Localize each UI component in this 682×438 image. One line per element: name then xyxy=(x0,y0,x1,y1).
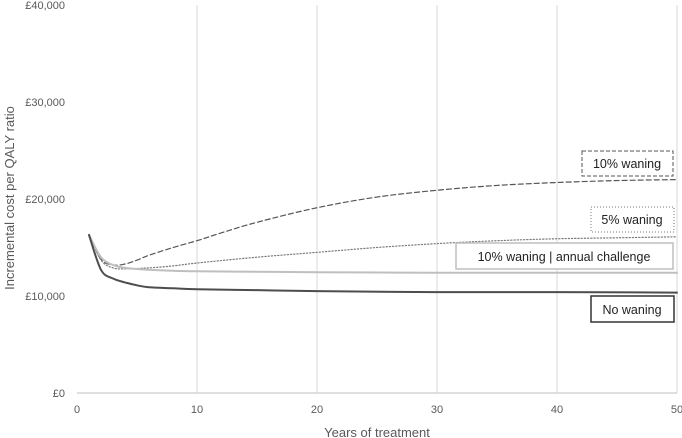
x-tick-label: 0 xyxy=(74,404,80,416)
series-line-10-waning xyxy=(88,179,678,266)
x-tick-label: 30 xyxy=(431,404,443,416)
y-tick-label: £40,000 xyxy=(25,0,65,12)
series-line-10-waning-annual-challenge xyxy=(88,233,678,274)
y-tick-label: £0 xyxy=(53,388,65,400)
label-10pct-waning: 10% waning xyxy=(581,150,674,177)
y-tick-label: £10,000 xyxy=(25,291,65,303)
label-annual-challenge: 10% waning | annual challenge xyxy=(455,242,674,270)
series-line-5-waning xyxy=(88,234,678,270)
y-tick-label: £30,000 xyxy=(25,97,65,109)
label-no-waning: No waning xyxy=(590,295,675,323)
x-tick-label: 20 xyxy=(311,404,323,416)
y-tick-label: £20,000 xyxy=(25,194,65,206)
label-5pct-waning: 5% waning xyxy=(590,206,675,233)
label-10pct-waning-text: 10% waning xyxy=(593,157,661,171)
x-tick-label: 40 xyxy=(551,404,563,416)
x-tick-label: 10 xyxy=(191,404,203,416)
label-no-waning-text: No waning xyxy=(602,303,661,317)
x-tick-labels: 0 10 20 30 40 50 xyxy=(74,404,682,416)
x-tick-label: 50 xyxy=(671,404,682,416)
x-axis-title: Years of treatment xyxy=(324,425,430,438)
y-tick-labels: £0 £10,000 £20,000 £30,000 £40,000 xyxy=(25,0,65,400)
label-5pct-waning-text: 5% waning xyxy=(601,213,662,227)
y-axis-title: Incremental cost per QALY ratio xyxy=(2,106,17,290)
series-line-no-waning xyxy=(88,233,678,294)
label-annual-challenge-text: 10% waning | annual challenge xyxy=(478,250,651,264)
vertical-gridlines xyxy=(196,5,678,393)
series-lines xyxy=(88,179,678,294)
